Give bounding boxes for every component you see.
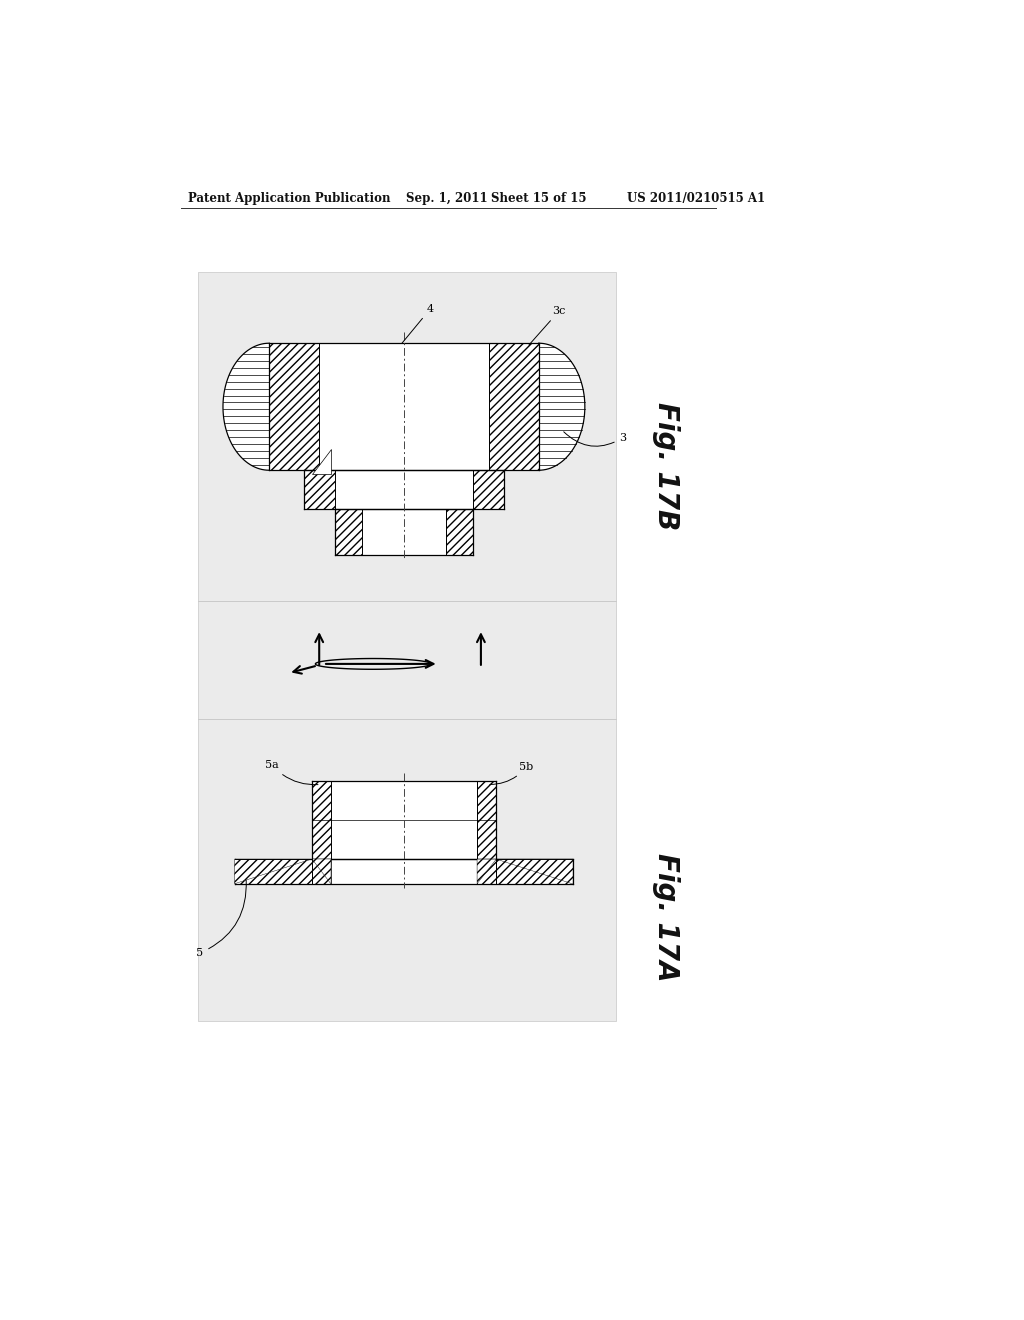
Text: Sheet 15 of 15: Sheet 15 of 15 <box>490 191 587 205</box>
Bar <box>361 508 446 554</box>
Text: US 2011/0210515 A1: US 2011/0210515 A1 <box>628 191 765 205</box>
Bar <box>199 719 615 1020</box>
Text: 3c: 3c <box>529 306 566 345</box>
Bar <box>311 780 331 859</box>
Bar <box>311 859 331 884</box>
Bar <box>446 508 473 554</box>
Text: Patent Application Publication: Patent Application Publication <box>188 191 391 205</box>
Bar <box>199 272 615 601</box>
Bar <box>335 470 473 508</box>
Bar <box>319 343 488 470</box>
Bar <box>269 343 319 470</box>
Polygon shape <box>477 859 497 884</box>
Bar <box>331 859 477 884</box>
Polygon shape <box>311 449 331 474</box>
Bar <box>477 859 497 884</box>
Bar <box>304 470 335 508</box>
Bar <box>473 470 504 508</box>
Text: 5: 5 <box>197 880 246 958</box>
Polygon shape <box>311 859 331 884</box>
Text: 5a: 5a <box>265 760 318 784</box>
Bar <box>488 343 539 470</box>
Text: Fig. 17B: Fig. 17B <box>651 403 680 531</box>
Bar <box>335 508 361 554</box>
Polygon shape <box>234 859 311 884</box>
Text: 5b: 5b <box>489 762 534 784</box>
Text: Sep. 1, 2011: Sep. 1, 2011 <box>407 191 487 205</box>
Text: Fig. 17A: Fig. 17A <box>651 853 680 981</box>
Text: 3: 3 <box>564 432 627 446</box>
Bar <box>477 780 497 859</box>
Polygon shape <box>223 343 269 470</box>
Bar <box>199 601 615 719</box>
Bar <box>234 859 311 884</box>
Polygon shape <box>497 859 573 884</box>
Text: 4: 4 <box>401 304 434 343</box>
Bar <box>331 780 477 859</box>
Polygon shape <box>539 343 585 470</box>
Bar <box>497 859 573 884</box>
